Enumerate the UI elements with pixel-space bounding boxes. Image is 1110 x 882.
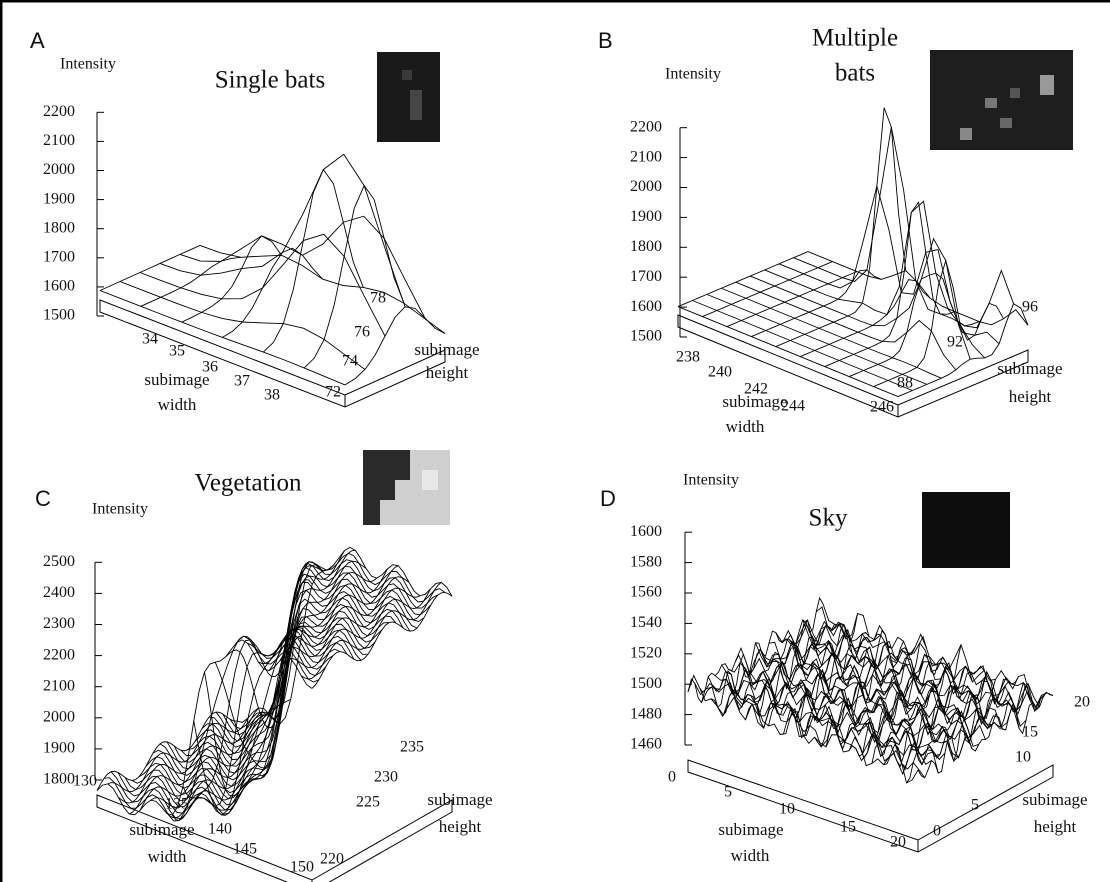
z-tick-label: 2100 — [630, 148, 662, 165]
height-axis-label: height — [1009, 387, 1052, 406]
z-tick-label: 1600 — [630, 523, 662, 540]
width-tick-label: 38 — [264, 387, 280, 404]
z-tick-label: 1560 — [630, 584, 662, 601]
z-tick-label: 2400 — [43, 584, 75, 601]
width-tick-label: 34 — [142, 331, 158, 348]
width-axis-label: subimage — [144, 370, 209, 389]
width-tick-label: 10 — [779, 801, 795, 818]
height-tick-label: 92 — [947, 334, 963, 351]
z-tick-label: 1900 — [630, 208, 662, 225]
z-axis-label: Intensity — [92, 501, 148, 518]
z-tick-label: 1900 — [43, 740, 75, 757]
height-axis-label: subimage — [997, 359, 1062, 378]
width-axis-label: width — [148, 847, 187, 866]
panel-title: Multiple — [812, 25, 898, 52]
height-tick-label: 5 — [971, 797, 979, 814]
height-axis-label: subimage — [1022, 790, 1087, 809]
z-tick-label: 2000 — [630, 178, 662, 195]
z-tick-label: 2200 — [43, 646, 75, 663]
z-tick-label: 1700 — [630, 268, 662, 285]
height-axis-label: height — [426, 363, 469, 382]
height-tick-label: 235 — [400, 739, 424, 756]
z-tick-label: 1540 — [630, 614, 662, 631]
figure: AIntensitySingle bats1500160017001800190… — [0, 0, 1110, 882]
panel-title: Sky — [809, 505, 848, 532]
z-tick-label: 1480 — [630, 705, 662, 722]
z-tick-label: 1600 — [43, 278, 75, 295]
height-tick-label: 225 — [356, 794, 380, 811]
height-axis-label: height — [439, 817, 482, 836]
height-tick-label: 72 — [325, 384, 341, 401]
z-tick-label: 1520 — [630, 644, 662, 661]
inset-c — [363, 450, 450, 525]
inset-a — [377, 52, 440, 142]
z-tick-label: 1500 — [630, 328, 662, 345]
width-tick-label: 15 — [840, 819, 856, 836]
width-axis-label: width — [731, 846, 770, 865]
z-tick-label: 1500 — [630, 675, 662, 692]
z-tick-label: 1800 — [630, 238, 662, 255]
width-tick-label: 135 — [165, 796, 189, 813]
height-tick-label: 10 — [1015, 749, 1031, 766]
width-tick-label: 140 — [208, 821, 232, 838]
z-tick-label: 2200 — [630, 118, 662, 135]
z-tick-label: 2100 — [43, 132, 75, 149]
width-tick-label: 150 — [290, 859, 314, 876]
width-tick-label: 145 — [233, 841, 257, 858]
height-tick-label: 15 — [1022, 724, 1038, 741]
width-axis-label: subimage — [722, 392, 787, 411]
height-tick-label: 220 — [320, 851, 344, 868]
width-tick-label: 130 — [73, 773, 97, 790]
panel-letter: A — [30, 28, 45, 53]
z-tick-label: 2100 — [43, 677, 75, 694]
width-tick-label: 0 — [668, 769, 676, 786]
width-tick-label: 35 — [169, 343, 185, 360]
height-axis-label: subimage — [414, 340, 479, 359]
width-axis-label: subimage — [718, 820, 783, 839]
panel-title: bats — [835, 60, 875, 87]
z-tick-label: 2500 — [43, 553, 75, 570]
height-tick-label: 96 — [1022, 299, 1038, 316]
height-tick-label: 0 — [933, 823, 941, 840]
z-tick-label: 1900 — [43, 190, 75, 207]
z-tick-label: 1580 — [630, 553, 662, 570]
panel-title: Vegetation — [195, 470, 302, 497]
z-axis-label: Intensity — [665, 66, 721, 83]
height-tick-label: 76 — [354, 324, 370, 341]
height-axis-label: height — [1034, 817, 1077, 836]
width-tick-label: 5 — [724, 784, 732, 801]
inset-b — [930, 50, 1073, 150]
z-tick-label: 1700 — [43, 248, 75, 265]
width-axis-label: width — [726, 417, 765, 436]
inset-d — [922, 492, 1010, 568]
z-axis-label: Intensity — [683, 472, 739, 489]
z-tick-label: 2000 — [43, 161, 75, 178]
panel-letter: D — [600, 486, 616, 511]
height-axis-label: subimage — [427, 790, 492, 809]
z-tick-label: 1600 — [630, 298, 662, 315]
panel-letter: B — [598, 28, 613, 53]
height-tick-label: 230 — [374, 769, 398, 786]
z-tick-label: 1800 — [43, 771, 75, 788]
width-axis-label: subimage — [129, 820, 194, 839]
z-tick-label: 1800 — [43, 219, 75, 236]
height-tick-label: 78 — [370, 290, 386, 307]
height-tick-label: 20 — [1074, 694, 1090, 711]
panel-title: Single bats — [215, 67, 325, 94]
width-tick-label: 20 — [890, 834, 906, 851]
z-tick-label: 1460 — [630, 736, 662, 753]
width-axis-label: width — [158, 395, 197, 414]
panel-letter: C — [35, 486, 51, 511]
z-tick-label: 1500 — [43, 307, 75, 324]
z-tick-label: 2200 — [43, 103, 75, 120]
height-tick-label: 74 — [342, 353, 358, 370]
width-tick-label: 246 — [870, 399, 894, 416]
width-tick-label: 37 — [234, 373, 250, 390]
z-tick-label: 2300 — [43, 615, 75, 632]
width-tick-label: 240 — [708, 364, 732, 381]
width-tick-label: 238 — [676, 349, 700, 366]
height-tick-label: 88 — [897, 375, 913, 392]
z-tick-label: 2000 — [43, 708, 75, 725]
z-axis-label: Intensity — [60, 56, 116, 73]
